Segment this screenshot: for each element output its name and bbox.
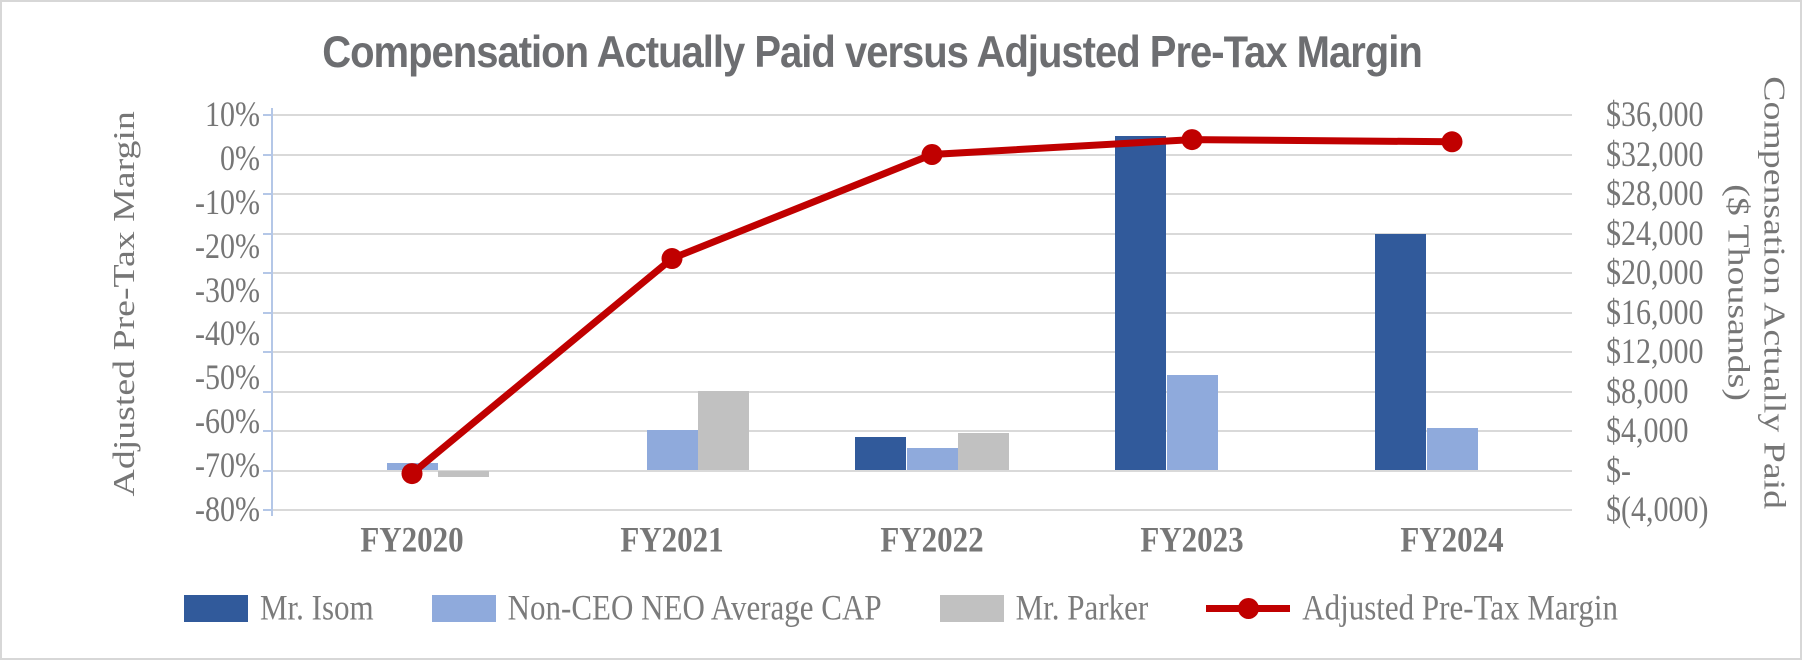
axis-tick-mark (263, 153, 272, 156)
legend-item: Mr. Isom (183, 587, 374, 628)
margin-data-point (401, 463, 423, 485)
left-axis-tick-labels: 10% 0% -10% -20% -30% -40% -50% -60% -70% -80% (122, 95, 260, 530)
right-axis-tick-label: $12,000 (1606, 331, 1704, 372)
legend: Mr. Isom Non-CEO NEO Average CAP Mr. Parke… (2, 582, 1800, 634)
right-axis-tick-label: $20,000 (1606, 252, 1704, 293)
axis-tick-mark (263, 351, 272, 353)
left-axis-tick-label: -70% (195, 445, 260, 486)
right-axis-tick-label: $28,000 (1606, 173, 1704, 214)
axis-tick-mark (263, 469, 272, 472)
x-axis-label-fy2021: FY2021 (620, 519, 724, 560)
axis-tick-mark (263, 114, 272, 116)
bar-non-ceo-neo-average-cap (906, 447, 958, 471)
bar-mr-parker (438, 470, 489, 478)
right-axis-tick-label: $32,000 (1606, 134, 1704, 174)
right-axis-tick-label: $4,000 (1606, 410, 1689, 451)
axis-tick-mark (263, 430, 272, 432)
gridline (272, 272, 1572, 274)
left-axis-tick-label: -40% (195, 314, 260, 354)
bar-mr-isom (1375, 234, 1426, 471)
right-axis-tick-label: $- (1606, 450, 1631, 490)
legend-swatch (431, 594, 496, 622)
legend-label: Mr. Parker (1015, 587, 1149, 628)
bar-mr-parker (958, 432, 1009, 471)
gridline (272, 193, 1572, 195)
gridline (272, 390, 1572, 393)
margin-data-point (1441, 131, 1463, 153)
gridline (272, 509, 1572, 511)
x-axis-label-fy2022: FY2022 (880, 519, 984, 560)
margin-data-point (921, 144, 943, 165)
left-axis-tick-label: -20% (195, 226, 260, 266)
left-axis-tick-label: -10% (195, 182, 260, 222)
legend-line-marker (1238, 597, 1260, 619)
legend-label: Mr. Isom (259, 587, 374, 628)
gridline (272, 469, 1572, 472)
x-axis-label-fy2020: FY2020 (360, 519, 464, 560)
bar-non-ceo-neo-average-cap (1166, 374, 1218, 471)
axis-tick-mark (263, 390, 272, 393)
x-axis-label-fy2024: FY2024 (1400, 519, 1504, 560)
legend-item: Adjusted Pre-Tax Margin (1206, 587, 1619, 628)
margin-data-point (661, 248, 683, 270)
axis-tick-mark (263, 272, 272, 274)
gridline (272, 232, 1572, 235)
legend-swatch (939, 594, 1004, 622)
x-axis-label-fy2023: FY2023 (1140, 519, 1244, 560)
line-series-adjusted-pre-tax-margin (401, 129, 1463, 485)
chart-title: Compensation Actually Paid versus Adjust… (322, 28, 1423, 78)
legend-swatch (183, 594, 248, 622)
right-axis-tick-labels: $36,000 $32,000 $28,000 $24,000 $20,000 $16,0… (1606, 95, 1776, 530)
bar-non-ceo-neo-average-cap (646, 430, 698, 471)
bar-non-ceo-neo-average-cap (1426, 428, 1478, 471)
legend-line-swatch (1206, 595, 1291, 622)
right-axis-tick-label: $8,000 (1606, 371, 1689, 411)
legend-label: Adjusted Pre-Tax Margin (1302, 587, 1619, 628)
margin-data-point (1181, 129, 1203, 151)
bar-mr-parker (698, 390, 749, 471)
axis-tick-mark (263, 193, 272, 195)
left-axis-tick-label: -80% (195, 489, 260, 530)
right-axis-tick-label: $16,000 (1606, 292, 1704, 332)
gridline (272, 311, 1572, 314)
right-axis-tick-label: $(4,000) (1606, 489, 1709, 530)
gridline (272, 430, 1572, 432)
left-axis-line (271, 108, 273, 516)
left-axis-tick-label: -60% (195, 401, 260, 442)
legend-item: Mr. Parker (939, 587, 1149, 628)
left-axis-tick-label: -30% (195, 270, 260, 310)
axis-tick-mark (263, 509, 272, 511)
legend-item: Non-CEO NEO Average CAP (431, 587, 882, 628)
right-axis-tick-label: $24,000 (1606, 213, 1704, 253)
right-axis-tick-label: $36,000 (1606, 94, 1704, 135)
bar-mr-isom (855, 436, 906, 471)
x-axis-labels: FY2020 FY2021 FY2022 FY2023 FY2024 (272, 519, 1572, 564)
bar-mr-isom (1115, 135, 1166, 471)
axis-tick-mark (263, 311, 272, 314)
gridline (272, 351, 1572, 353)
gridline (272, 114, 1572, 116)
legend-label: Non-CEO NEO Average CAP (507, 587, 882, 628)
left-axis-tick-label: 0% (220, 138, 260, 179)
plot-area (272, 114, 1572, 511)
left-axis-tick-label: -50% (195, 357, 260, 398)
left-axis-tick-label: 10% (205, 94, 260, 135)
axis-tick-mark (263, 232, 272, 235)
margin-line (409, 136, 1453, 477)
